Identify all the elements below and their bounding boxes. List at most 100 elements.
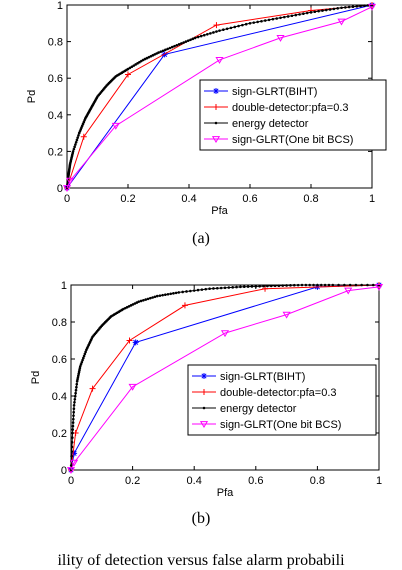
chart-1: 0 0.2 0.4 0.6 0.8 1 0 0.2 0.4 0.6 0.8 1 Pfa Pd sign-GL… [30,280,384,499]
data-point [111,122,120,130]
data-point [74,140,78,144]
data-point [175,43,179,47]
data-point [242,285,246,289]
data-point [191,37,195,41]
data-point [293,283,296,287]
data-point [174,291,178,295]
x-tick-label: 0 [64,193,70,205]
data-point [235,285,238,289]
data-point [72,403,76,407]
data-point [78,365,82,368]
data-point [305,11,309,15]
data-point [155,294,159,298]
plot-area [70,284,380,471]
data-point [273,284,277,288]
data-point [72,407,76,411]
data-point [166,292,170,296]
data-point [309,11,313,14]
legend-marker [202,406,206,410]
data-point [181,302,188,309]
legend-label: energy detector [232,118,309,130]
legend-box [199,79,387,151]
series-2 [65,3,374,190]
data-point [133,302,137,305]
data-point [80,360,84,364]
data-point [62,185,72,192]
data-point [252,21,256,24]
data-point [344,287,353,295]
x-tick-label: 1 [376,475,382,487]
data-point [196,288,200,292]
data-point [132,339,139,346]
y-axis-label: Pd [30,371,42,384]
data-point [343,283,346,287]
data-point [170,45,174,49]
y-tick-label: 0.2 [48,146,63,158]
data-point [324,8,328,12]
data-point [181,290,184,294]
data-point [196,35,200,39]
data-point [312,283,315,287]
data-point [125,305,129,309]
data-point [294,13,298,17]
data-point [283,15,286,19]
data-point [208,287,211,291]
data-point [220,330,230,338]
data-point [337,283,340,287]
legend-label: double-detector:pfa=0.3 [232,102,349,114]
y-tick-label: 0 [57,183,63,195]
data-point [276,35,285,42]
data-point [332,7,336,11]
series-line [70,286,380,471]
legend-label: sign-GLRT(BIHT) [232,86,317,98]
data-point [182,41,185,44]
data-point [157,51,160,54]
data-point [125,71,131,78]
data-point [159,50,163,53]
data-point [244,22,248,26]
data-point [231,286,234,289]
data-point [271,17,275,21]
data-point [72,414,75,417]
y-tick-label: 0 [61,465,67,477]
data-point [75,138,79,142]
legend-box [187,364,377,436]
data-point [71,421,75,424]
data-point [302,12,305,15]
data-point [71,428,75,431]
caption-a: (a) [192,230,210,247]
legend-label: sign-GLRT(BIHT) [220,371,305,383]
data-point [204,287,208,291]
data-point [186,39,190,42]
data-point [222,28,225,32]
data-point [304,283,308,287]
data-point [216,286,219,290]
data-point [241,23,244,27]
data-point [71,150,75,153]
data-point [199,34,203,38]
x-tick-label: 0.4 [181,193,196,205]
data-point [73,394,77,398]
data-point [189,38,192,42]
chart-0: 0 0.2 0.4 0.6 0.8 1 0 0.2 0.4 0.6 0.8 1 Pfa Pd sign-GL… [26,0,387,217]
data-point [316,283,319,287]
data-point [71,436,74,439]
data-point [367,3,377,11]
data-point [337,18,346,26]
data-point [363,4,366,7]
data-point [130,65,134,69]
data-point [212,31,215,34]
data-point [360,283,363,287]
x-tick-label: 0.8 [310,475,325,487]
series-3 [62,3,377,192]
data-point [254,285,258,288]
data-point [192,289,196,292]
data-point [135,301,139,304]
data-point [212,287,215,290]
data-point [65,177,75,185]
data-point [215,30,218,33]
data-point [359,4,362,8]
data-point [123,306,127,310]
data-point [73,400,76,404]
data-point [79,363,83,366]
